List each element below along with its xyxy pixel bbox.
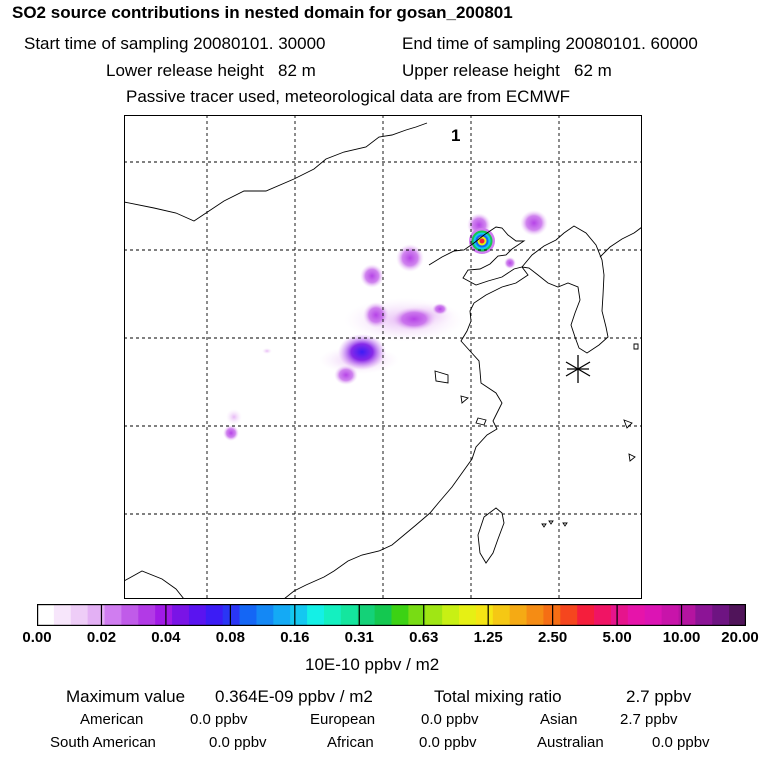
colorbar-swatch [121, 604, 139, 626]
colorbar-swatch [712, 604, 730, 626]
colorbar-swatch [492, 604, 511, 626]
colorbar [37, 604, 746, 626]
colorbar-tick-label: 5.00 [602, 629, 632, 646]
total-mixing-value: 2.7 ppbv [626, 687, 692, 706]
colorbar-swatch [205, 604, 224, 626]
colorbar-swatch [594, 604, 612, 626]
colorbar-swatch [188, 604, 207, 626]
colorbar-swatch [627, 604, 646, 626]
colorbar-swatch [256, 604, 274, 626]
colorbar-swatch [644, 604, 662, 626]
colorbar-swatch [661, 604, 679, 626]
region-african-value: 0.0 ppbv [419, 734, 477, 751]
colorbar-swatch [729, 604, 746, 626]
colorbar-swatch [323, 604, 342, 626]
colorbar-swatch [138, 604, 156, 626]
colorbar-tick-label: 2.50 [538, 629, 568, 646]
colorbar-swatch [374, 604, 392, 626]
colorbar-swatch [560, 604, 578, 626]
concentration-plume [223, 210, 548, 441]
colorbar-swatch [104, 604, 122, 626]
total-mixing-label: Total mixing ratio [434, 687, 562, 706]
colorbar-swatch [610, 604, 629, 626]
maximum-value: 0.364E-09 ppbv / m2 [215, 687, 373, 706]
colorbar-swatch [526, 604, 544, 626]
colorbar-tick-label: 10.00 [662, 629, 701, 646]
map-panel: 1 [124, 115, 642, 599]
region-american-label: American [80, 711, 144, 728]
colorbar-swatch [425, 604, 443, 626]
upper-release-label: Upper release height 62 m [402, 61, 612, 80]
colorbar-tick-label: 0.00 [22, 629, 52, 646]
lower-release-label: Lower release height 82 m [106, 61, 316, 80]
colorbar-swatch [340, 604, 359, 626]
colorbar-swatch [391, 604, 409, 626]
colorbar-tick-label: 0.02 [86, 629, 117, 646]
colorbar-tick-label: 0.08 [215, 629, 245, 646]
region-asian-value: 2.7 ppbv [620, 711, 678, 728]
colorbar-swatch [155, 604, 173, 626]
colorbar-swatch [442, 604, 460, 626]
region-american-value: 0.0 ppbv [190, 711, 248, 728]
colorbar-units: 10E-10 ppbv / m2 [305, 655, 440, 674]
colorbar-swatch [475, 604, 494, 626]
start-time-label: Start time of sampling 20080101. 30000 [24, 34, 326, 53]
colorbar-swatch [509, 604, 527, 626]
colorbar-swatch [172, 604, 190, 626]
colorbar-frame [37, 604, 746, 626]
colorbar-swatch [459, 604, 477, 626]
colorbar-swatch [357, 604, 376, 626]
region-asian-label: Asian [540, 711, 578, 728]
colorbar-swatch [408, 604, 426, 626]
colorbar-swatch [273, 604, 291, 626]
map-marker-label: 1 [451, 126, 460, 145]
colorbar-tick-label: 0.04 [151, 629, 181, 646]
colorbar-swatch [239, 604, 257, 626]
colorbar-tick-label: 1.25 [473, 629, 503, 646]
asterisk-icon [565, 355, 591, 383]
region-european-label: European [310, 711, 376, 728]
colorbar-tick-label: 20.00 [721, 629, 759, 646]
colorbar-swatch [695, 604, 713, 626]
map-frame [124, 115, 642, 599]
colorbar-swatch [87, 604, 105, 626]
tracer-note: Passive tracer used, meteorological data… [126, 87, 571, 106]
colorbar-tick-label: 0.31 [344, 629, 374, 646]
region-australian-value: 0.0 ppbv [652, 734, 710, 751]
coastlines [124, 122, 642, 599]
colorbar-swatch [70, 604, 89, 626]
colorbar-swatch [53, 604, 72, 626]
colorbar-tick-label: 0.63 [409, 629, 439, 646]
region-african-label: African [327, 734, 374, 751]
colorbar-swatch [222, 604, 240, 626]
colorbar-swatch [290, 604, 308, 626]
maximum-value-label: Maximum value [66, 687, 186, 706]
colorbar-swatch [37, 604, 55, 626]
colorbar-swatch [577, 604, 595, 626]
end-time-label: End time of sampling 20080101. 60000 [402, 34, 698, 53]
graticule [124, 115, 642, 599]
colorbar-tick-label: 0.16 [280, 629, 310, 646]
region-south-american-value: 0.0 ppbv [209, 734, 267, 751]
colorbar-swatch [307, 604, 325, 626]
region-south-american-label: South American [50, 734, 156, 751]
colorbar-swatch [678, 604, 696, 626]
region-european-value: 0.0 ppbv [421, 711, 479, 728]
plot-title: SO2 source contributions in nested domai… [12, 3, 513, 22]
region-australian-label: Australian [537, 734, 604, 751]
